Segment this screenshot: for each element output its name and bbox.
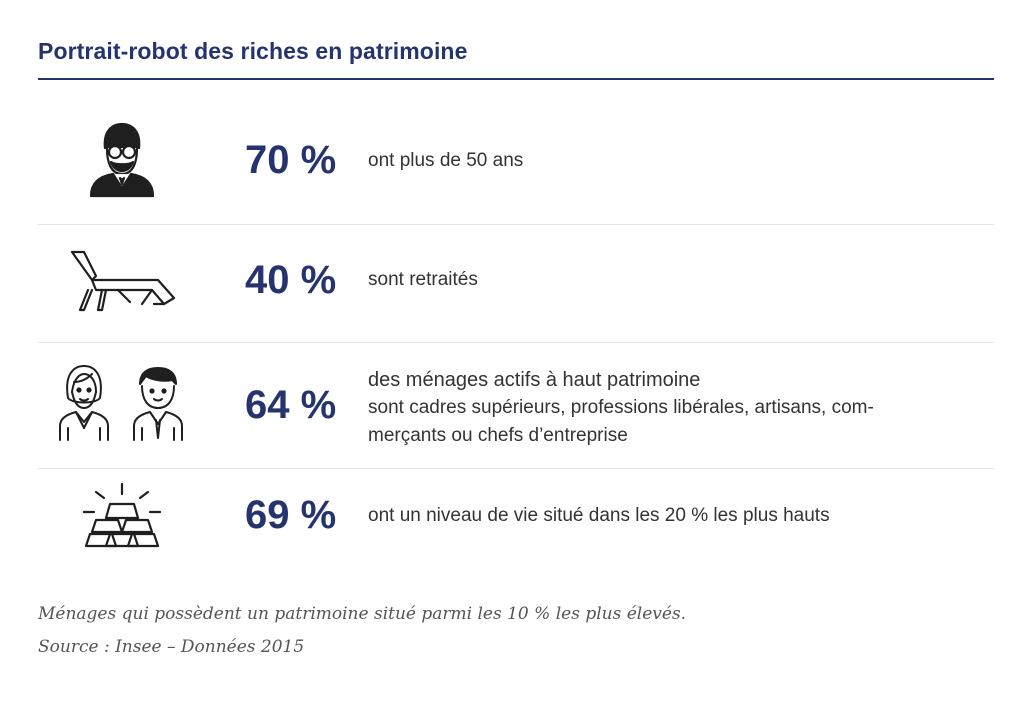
workers-icon bbox=[52, 360, 192, 444]
row-separator bbox=[38, 224, 994, 225]
stat-description-line: des ménages actifs à haut patrimoine bbox=[368, 369, 701, 391]
source-note: Source : Insee – Données 2015 bbox=[38, 637, 305, 657]
sun-lounger-icon bbox=[52, 240, 192, 318]
stat-value: 69 % bbox=[245, 493, 337, 537]
stat-description-line: ont un niveau de vie situé dans les 20 %… bbox=[368, 505, 830, 526]
row-separator bbox=[38, 342, 994, 343]
old-man-icon bbox=[52, 116, 192, 200]
stat-description-line: sont retraités bbox=[368, 269, 478, 290]
stat-description: ont un niveau de vie situé dans les 20 %… bbox=[368, 502, 830, 530]
row-separator bbox=[38, 468, 994, 469]
footnote: Ménages qui possèdent un patrimoine situ… bbox=[38, 604, 687, 624]
stat-description: des ménages actifs à haut patrimoine son… bbox=[368, 366, 874, 450]
stat-description-line: merçants ou chefs d’entreprise bbox=[368, 425, 628, 446]
stat-value: 70 % bbox=[245, 138, 337, 182]
stat-description: ont plus de 50 ans bbox=[368, 147, 523, 175]
stat-description-line: ont plus de 50 ans bbox=[368, 150, 524, 171]
gold-bars-icon bbox=[52, 480, 192, 550]
stat-description-line: sont cadres supérieurs, professions libé… bbox=[368, 397, 874, 418]
page-title: Portrait-robot des riches en patrimoine bbox=[38, 38, 468, 64]
stat-value: 40 % bbox=[245, 258, 337, 302]
stat-description: sont retraités bbox=[368, 266, 478, 294]
stat-value: 64 % bbox=[245, 383, 337, 427]
title-rule bbox=[38, 78, 994, 80]
